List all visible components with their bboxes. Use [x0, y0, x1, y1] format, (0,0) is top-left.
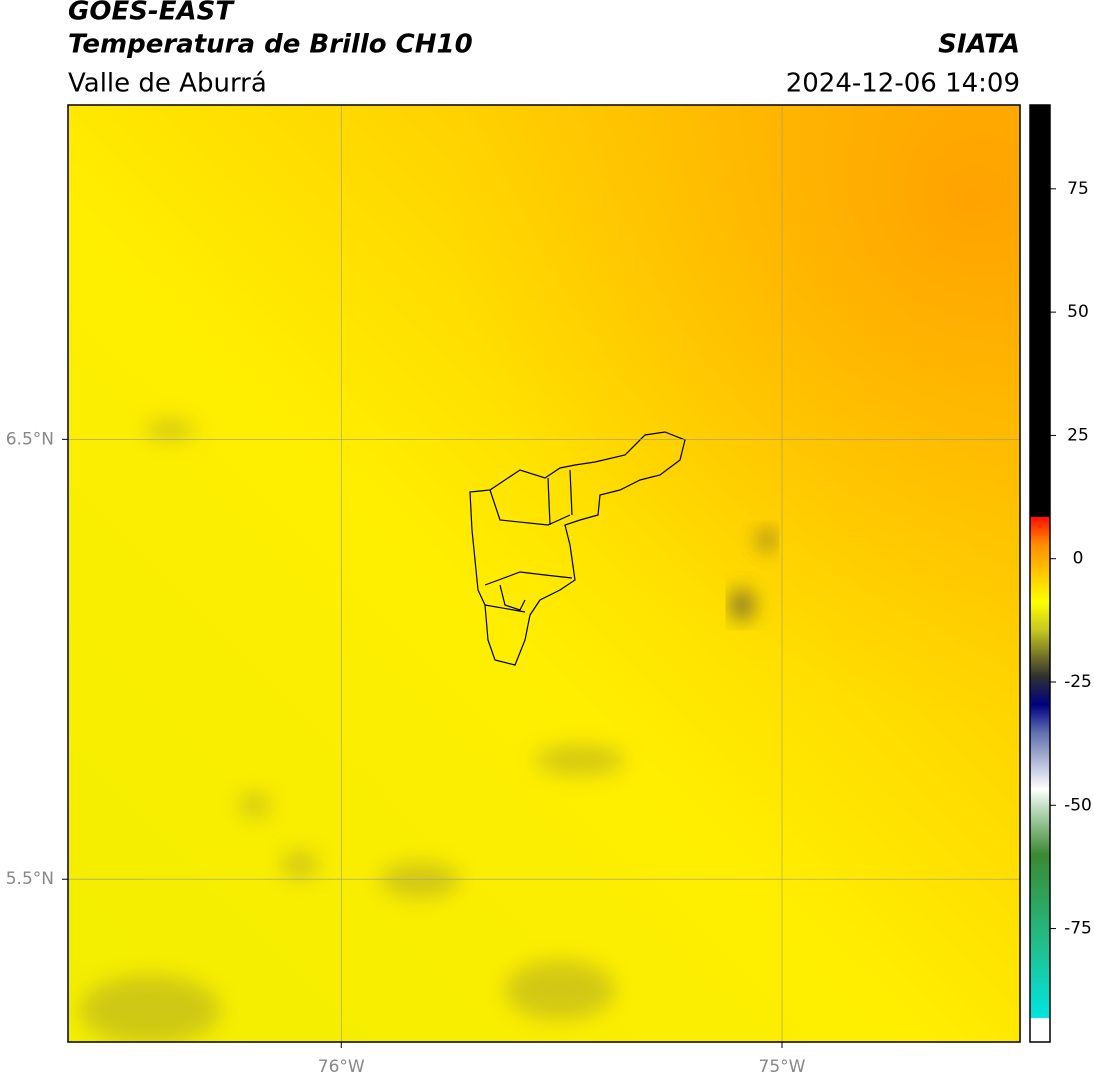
- datetime: 2024-12-06 14:09: [786, 69, 1020, 99]
- colorbar-tick-label: -25: [1064, 672, 1092, 692]
- colorbar-tick-label: -50: [1064, 795, 1092, 815]
- title: GOES-EAST: [68, 0, 235, 27]
- subtitle: Temperatura de Brillo CH10: [68, 30, 473, 60]
- colorbar: [1029, 104, 1051, 1043]
- lat-tick-label: 5.5°N: [6, 869, 54, 889]
- municipality-outline: [469, 431, 686, 666]
- source: SIATA: [938, 30, 1020, 60]
- colorbar-tick-label: -75: [1064, 919, 1092, 939]
- region: Valle de Aburrá: [68, 69, 267, 99]
- lat-tick-label: 6.5°N: [6, 429, 54, 449]
- colorbar-tick-label: 75: [1067, 179, 1089, 199]
- colorbar-tick-label: 25: [1067, 425, 1089, 445]
- lon-tick-label: 76°W: [318, 1057, 365, 1077]
- lon-tick-label: 75°W: [759, 1057, 806, 1077]
- colorbar-tick-label: 50: [1067, 302, 1089, 322]
- map-frame: [67, 104, 1021, 1043]
- colorbar-tick-label: 0: [1073, 549, 1084, 569]
- map-image: [68, 105, 1020, 1042]
